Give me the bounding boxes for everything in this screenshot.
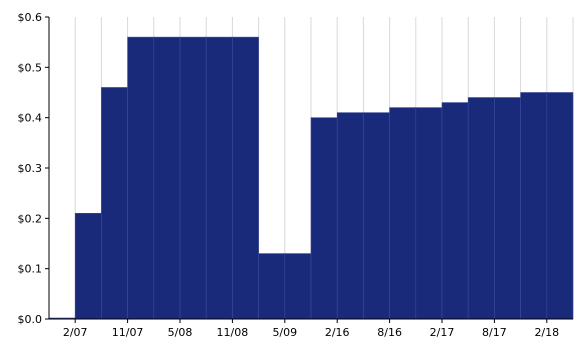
bar (74, 213, 102, 320)
y-tick-label: $0.0 (18, 313, 43, 326)
bar (258, 253, 286, 320)
bar (336, 112, 364, 320)
x-tick-label: 8/17 (482, 326, 507, 339)
x-tick-label: 2/18 (534, 326, 559, 339)
y-tick-label: $0.6 (18, 11, 43, 24)
x-tick-label: 11/08 (217, 326, 249, 339)
x-tick-label: 11/07 (112, 326, 144, 339)
y-tick-label: $0.5 (18, 61, 43, 74)
bar (153, 36, 181, 320)
bar (363, 112, 390, 320)
x-tick-label: 8/16 (377, 326, 402, 339)
bar (520, 92, 548, 320)
y-tick-label: $0.1 (18, 263, 43, 276)
bar (546, 92, 574, 320)
bar (310, 117, 338, 320)
bar (101, 87, 128, 320)
x-tick-label: 5/09 (272, 326, 297, 339)
bar (205, 36, 233, 320)
bar (127, 36, 155, 320)
bar (415, 107, 443, 320)
bar (467, 97, 495, 320)
x-tick-label: 2/07 (63, 326, 88, 339)
bar (284, 253, 312, 320)
bar (232, 36, 259, 320)
y-axis-ticks: $0.0 $0.1 $0.2 $0.3 $0.4 $0.5 $0.6 (18, 11, 49, 326)
bar (494, 97, 521, 320)
bar (389, 107, 417, 320)
x-tick-label: 5/08 (168, 326, 193, 339)
bar (441, 102, 469, 320)
y-tick-label: $0.2 (18, 212, 43, 225)
bar (179, 36, 207, 320)
y-tick-label: $0.3 (18, 162, 43, 175)
bars (48, 36, 574, 320)
x-tick-label: 2/16 (325, 326, 350, 339)
x-axis-ticks: 2/07 11/07 5/08 11/08 5/09 2/16 8/16 2/17 8/17 2/… (63, 319, 559, 339)
y-tick-label: $0.4 (18, 112, 43, 125)
x-tick-label: 2/17 (430, 326, 455, 339)
